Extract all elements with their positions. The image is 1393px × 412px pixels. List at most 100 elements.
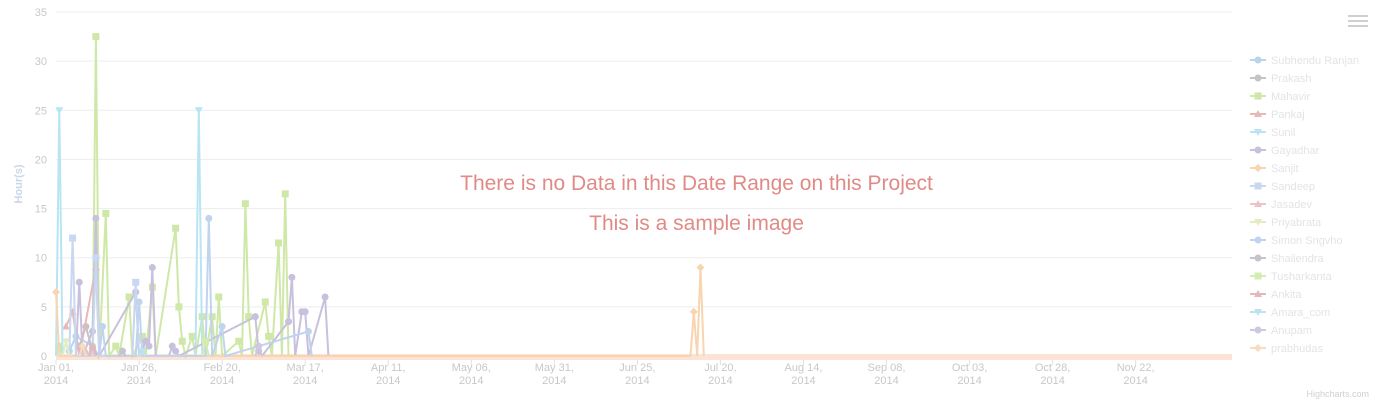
- data-point: [304, 327, 312, 335]
- data-point: [255, 342, 263, 350]
- legend-item[interactable]: Jasadev: [1250, 199, 1312, 211]
- data-point: [118, 347, 126, 355]
- data-point: [261, 298, 269, 306]
- data-point: [78, 342, 87, 351]
- legend-item[interactable]: prabhudas: [1250, 343, 1323, 355]
- legend-item[interactable]: Sanjit: [1250, 163, 1299, 175]
- data-point: [178, 337, 186, 345]
- x-tick-label: Nov 22, 2014: [1117, 362, 1155, 387]
- legend-marker: [1254, 182, 1262, 190]
- y-tick-label: 15: [35, 204, 47, 216]
- legend-label: prabhudas: [1271, 343, 1323, 355]
- legend-label: Amara_com: [1271, 307, 1330, 319]
- legend-item[interactable]: Anupam: [1250, 325, 1312, 337]
- data-point: [148, 264, 156, 272]
- data-point: [275, 239, 283, 247]
- data-point: [321, 293, 329, 301]
- y-tick-label: 5: [41, 302, 47, 314]
- legend-item[interactable]: Priyabrata: [1250, 217, 1322, 229]
- x-tick-label: Jan 01, 2014: [38, 362, 74, 387]
- series-simon-sngvho[interactable]: [98, 214, 313, 358]
- data-point: [696, 263, 705, 272]
- hamburger-menu-icon[interactable]: [1348, 15, 1368, 31]
- data-point: [55, 107, 64, 115]
- series-shailendra[interactable]: [118, 347, 127, 357]
- legend-label: Anupam: [1271, 325, 1312, 337]
- data-point: [125, 293, 133, 301]
- data-point: [92, 214, 100, 222]
- y-tick-label: 10: [35, 253, 47, 265]
- legend-marker: [1254, 110, 1262, 117]
- series-prabhudas[interactable]: [78, 342, 87, 357]
- data-point: [52, 288, 60, 297]
- legend-label: Ankita: [1271, 289, 1302, 301]
- data-point: [201, 337, 209, 345]
- series-sandeep[interactable]: [68, 234, 141, 357]
- data-point: [175, 303, 183, 311]
- legend-label: Gayadhar: [1271, 145, 1320, 157]
- legend-marker: [1254, 219, 1262, 226]
- legend-marker: [1254, 92, 1262, 100]
- y-tick-label: 30: [35, 56, 47, 68]
- legend-item[interactable]: Ankita: [1250, 289, 1302, 301]
- data-point: [112, 342, 120, 350]
- data-point: [251, 313, 259, 321]
- legend-label: Jasadev: [1271, 199, 1312, 211]
- legend-marker: [1254, 326, 1262, 334]
- data-point: [245, 313, 253, 321]
- legend-marker: [1254, 74, 1262, 82]
- y-axis: 0 5 10 15 20 25 30 35 Hour(s): [13, 7, 47, 363]
- series-tusharkanta[interactable]: [201, 337, 210, 357]
- legend-item[interactable]: Simon Sngvho: [1250, 235, 1343, 247]
- x-tick-label: Oct 28, 2014: [1035, 362, 1070, 387]
- y-tick-label: 20: [35, 154, 47, 166]
- series-line: [55, 36, 290, 360]
- data-point: [218, 323, 226, 331]
- x-tick-label: Aug 14, 2014: [784, 362, 822, 387]
- data-point: [142, 337, 150, 345]
- data-point: [281, 190, 289, 198]
- legend-label: Sandeep: [1271, 181, 1315, 193]
- legend-item[interactable]: Mahavir: [1250, 91, 1310, 103]
- legend-label: Sunil: [1271, 127, 1295, 139]
- legend-item[interactable]: Sunil: [1250, 127, 1295, 139]
- legend[interactable]: Subhendu Ranjan Prakash Mahavir Pankaj Sunil…: [1250, 55, 1359, 355]
- data-point: [689, 307, 698, 316]
- legend-item[interactable]: Pankaj: [1250, 109, 1305, 121]
- legend-item[interactable]: Prakash: [1250, 73, 1311, 85]
- data-point: [138, 332, 146, 340]
- data-point: [132, 278, 140, 286]
- data-point: [194, 107, 203, 115]
- data-point: [61, 322, 70, 330]
- credits-link[interactable]: Highcharts.com: [1306, 389, 1369, 399]
- data-point: [172, 224, 180, 232]
- data-point: [69, 234, 77, 242]
- legend-item[interactable]: Tusharkanta: [1250, 271, 1333, 283]
- series-anupam[interactable]: [254, 342, 263, 357]
- x-tick-label: Jan 26, 2014: [121, 362, 157, 387]
- legend-label: Simon Sngvho: [1271, 235, 1343, 247]
- series-priyabrata[interactable]: [61, 338, 71, 357]
- data-point: [102, 209, 110, 217]
- legend-item[interactable]: Sandeep: [1250, 181, 1315, 193]
- y-tick-label: 25: [35, 105, 47, 117]
- x-tick-label: Mar 17, 2014: [287, 362, 324, 387]
- x-tick-label: Feb 20, 2014: [203, 362, 240, 387]
- legend-item[interactable]: Subhendu Ranjan: [1250, 55, 1359, 67]
- legend-marker: [1254, 272, 1262, 280]
- data-point: [99, 323, 107, 331]
- legend-item[interactable]: Amara_com: [1250, 307, 1330, 319]
- y-tick-label: 0: [41, 351, 47, 363]
- data-point: [241, 200, 249, 208]
- legend-label: Subhendu Ranjan: [1271, 55, 1359, 67]
- series-ankita[interactable]: [88, 342, 97, 357]
- legend-marker: [1254, 146, 1262, 154]
- legend-item[interactable]: Shailendra: [1250, 253, 1324, 265]
- x-tick-label: Jun 25, 2014: [619, 362, 655, 387]
- data-point: [215, 293, 223, 301]
- series-sanjit[interactable]: [52, 263, 705, 357]
- data-point: [265, 332, 273, 340]
- legend-item[interactable]: Gayadhar: [1250, 145, 1320, 157]
- series-amara-com[interactable]: [138, 348, 147, 357]
